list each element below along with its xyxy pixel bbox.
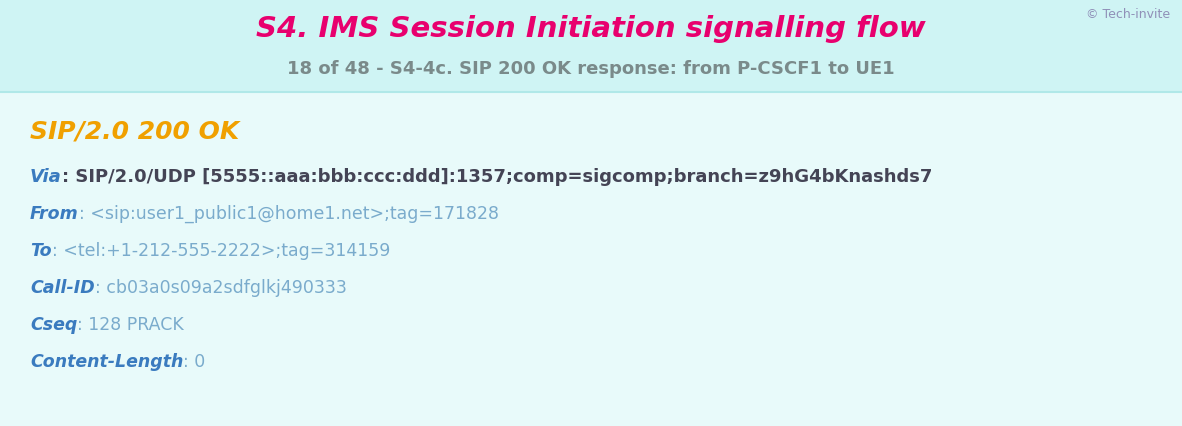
Text: : 128 PRACK: : 128 PRACK	[77, 316, 184, 334]
Text: © Tech-invite: © Tech-invite	[1086, 8, 1170, 21]
Text: : cb03a0s09a2sdfglkj490333: : cb03a0s09a2sdfglkj490333	[95, 279, 346, 296]
Bar	[0, 92, 1182, 426]
Text: S4. IMS Session Initiation signalling flow: S4. IMS Session Initiation signalling fl…	[256, 15, 926, 43]
Text: : 0: : 0	[183, 353, 206, 371]
Text: : SIP/2.0/UDP [5555::aaa:bbb:ccc:ddd]:1357;comp=sigcomp;branch=z9hG4bKnashds7: : SIP/2.0/UDP [5555::aaa:bbb:ccc:ddd]:13…	[61, 167, 933, 186]
Text: : <sip:user1_public1@home1.net>;tag=171828: : <sip:user1_public1@home1.net>;tag=1718…	[79, 204, 499, 223]
Text: From: From	[30, 204, 79, 223]
Text: To: To	[30, 242, 52, 259]
Text: Via: Via	[30, 167, 61, 186]
Text: : <tel:+1-212-555-2222>;tag=314159: : <tel:+1-212-555-2222>;tag=314159	[52, 242, 390, 259]
Text: 18 of 48 - S4-4c. SIP 200 OK response: from P-CSCF1 to UE1: 18 of 48 - S4-4c. SIP 200 OK response: f…	[287, 60, 895, 78]
Text: Content-Length: Content-Length	[30, 353, 183, 371]
Text: SIP/2.0 200 OK: SIP/2.0 200 OK	[30, 120, 239, 144]
Text: Cseq: Cseq	[30, 316, 77, 334]
Bar	[0, 0, 1182, 92]
Text: Call-ID: Call-ID	[30, 279, 95, 296]
